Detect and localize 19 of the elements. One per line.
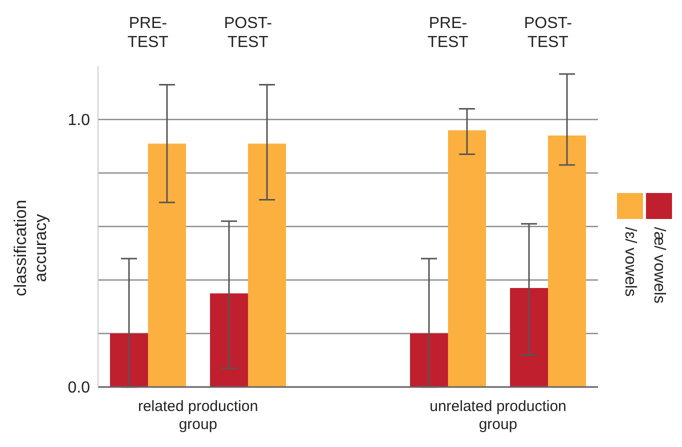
- y-axis-title: classification accuracy: [11, 198, 51, 298]
- x-tick-label: POST-TEST: [524, 15, 572, 51]
- bar: [210, 293, 248, 387]
- legend-label: /æ/ vowels: [650, 227, 668, 304]
- text: unrelated production group: [428, 398, 568, 434]
- bar: [510, 288, 548, 387]
- x-tick-label: PRE-TEST: [428, 15, 469, 51]
- bar: [148, 144, 186, 387]
- bar: [410, 334, 448, 387]
- y-tick-label: 1.0: [68, 112, 90, 130]
- x-tick-label: POST-TEST: [224, 15, 272, 51]
- bar: [548, 136, 586, 387]
- bar: [248, 144, 286, 387]
- text: related production group: [136, 398, 260, 434]
- bar: [110, 334, 148, 387]
- bar: [448, 130, 486, 387]
- y-tick-label: 0.0: [68, 380, 90, 397]
- x-tick-label: PRE-TEST: [128, 15, 169, 51]
- legend-label: /ɛ/ vowels: [620, 227, 638, 297]
